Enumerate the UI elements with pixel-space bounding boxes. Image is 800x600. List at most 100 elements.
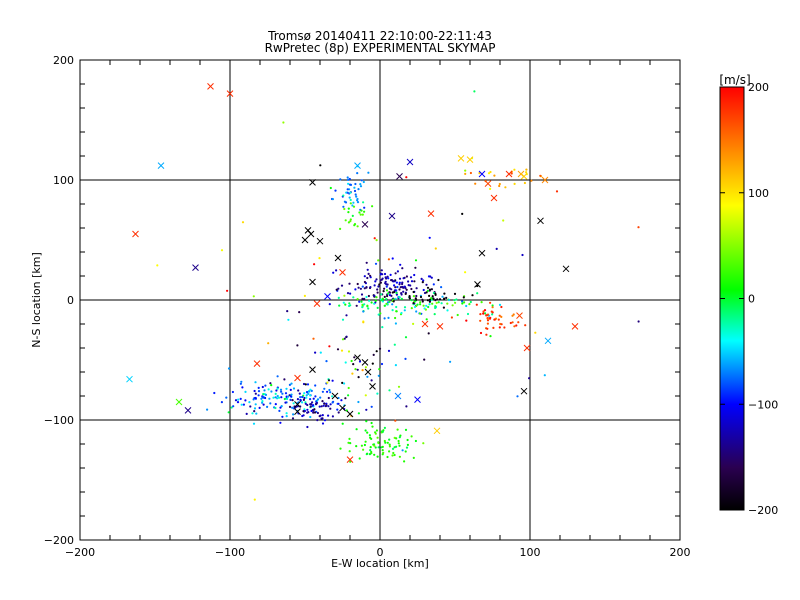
- data-point: [413, 280, 416, 283]
- data-point: [415, 294, 418, 298]
- x-marker: [394, 392, 402, 400]
- data-point: [363, 206, 366, 209]
- x-marker: [544, 337, 552, 345]
- data-point: [385, 289, 389, 292]
- data-point: [489, 187, 492, 190]
- data-point: [394, 297, 397, 300]
- x-marker: [253, 360, 261, 367]
- data-point: [493, 318, 496, 321]
- data-point: [301, 395, 304, 399]
- data-point: [465, 319, 468, 322]
- data-point: [270, 390, 273, 393]
- data-point: [401, 282, 404, 286]
- data-point: [373, 444, 376, 447]
- data-point: [454, 301, 457, 304]
- data-point: [213, 391, 216, 395]
- data-point: [365, 295, 368, 299]
- x-marker: [307, 230, 315, 238]
- data-point: [253, 407, 257, 410]
- data-point: [396, 285, 399, 289]
- data-point: [299, 396, 302, 399]
- data-point: [369, 449, 372, 452]
- data-point: [445, 296, 448, 299]
- data-point: [394, 316, 397, 320]
- data-point: [363, 275, 366, 278]
- data-point: [428, 294, 431, 297]
- data-point: [359, 287, 362, 290]
- data-point: [503, 326, 506, 329]
- data-point: [340, 349, 344, 352]
- data-point: [285, 387, 288, 390]
- data-point: [462, 296, 465, 299]
- data-point: [383, 304, 386, 307]
- data-point: [374, 280, 377, 283]
- data-point: [362, 201, 365, 204]
- data-point: [381, 453, 384, 456]
- data-point: [346, 188, 349, 191]
- data-point: [475, 303, 478, 306]
- x-marker: [436, 323, 444, 330]
- data-point: [347, 394, 350, 397]
- data-point: [381, 326, 384, 329]
- data-point: [316, 398, 320, 401]
- data-point: [412, 322, 415, 325]
- data-points: [126, 83, 640, 501]
- data-point: [309, 394, 312, 397]
- data-point: [543, 374, 546, 377]
- data-point: [257, 394, 260, 397]
- data-point: [376, 455, 379, 458]
- data-point: [349, 202, 352, 205]
- data-point: [407, 284, 410, 287]
- data-point: [345, 191, 348, 194]
- data-point: [398, 444, 401, 447]
- x-tick-label: −100: [215, 546, 245, 559]
- data-point: [450, 316, 453, 319]
- data-point: [483, 309, 487, 312]
- data-point: [482, 310, 485, 313]
- data-point: [274, 396, 277, 399]
- data-point: [341, 338, 345, 341]
- data-point: [414, 266, 417, 269]
- data-point: [511, 321, 514, 324]
- data-point: [326, 381, 329, 384]
- data-point: [242, 403, 245, 406]
- data-point: [352, 205, 356, 208]
- data-point: [341, 422, 344, 425]
- data-point: [292, 402, 295, 405]
- data-point: [499, 322, 502, 326]
- data-point: [517, 321, 520, 324]
- data-point: [348, 437, 351, 440]
- data-point: [432, 297, 435, 300]
- data-point: [528, 377, 531, 380]
- data-point: [408, 295, 411, 298]
- data-point: [397, 442, 400, 445]
- data-point: [513, 168, 516, 171]
- data-point: [349, 198, 352, 202]
- x-marker: [354, 162, 361, 169]
- data-point: [422, 304, 425, 307]
- data-point: [525, 171, 528, 174]
- data-point: [365, 420, 368, 423]
- data-point: [337, 402, 340, 405]
- data-point: [419, 295, 423, 299]
- data-point: [305, 396, 308, 399]
- data-point: [301, 414, 304, 418]
- data-point: [327, 379, 331, 382]
- data-point: [363, 210, 366, 213]
- data-point: [412, 290, 415, 294]
- data-point: [375, 296, 378, 299]
- data-point: [391, 454, 394, 457]
- data-point: [485, 333, 488, 336]
- data-point: [225, 396, 228, 399]
- data-point: [436, 298, 439, 301]
- data-point: [429, 275, 432, 278]
- data-point: [388, 389, 391, 392]
- data-point: [456, 313, 459, 317]
- data-point: [437, 301, 440, 304]
- data-point: [388, 438, 391, 441]
- data-point: [285, 415, 288, 418]
- data-point: [427, 332, 430, 335]
- x-marker: [505, 170, 513, 178]
- data-point: [495, 247, 498, 250]
- data-point: [280, 390, 283, 393]
